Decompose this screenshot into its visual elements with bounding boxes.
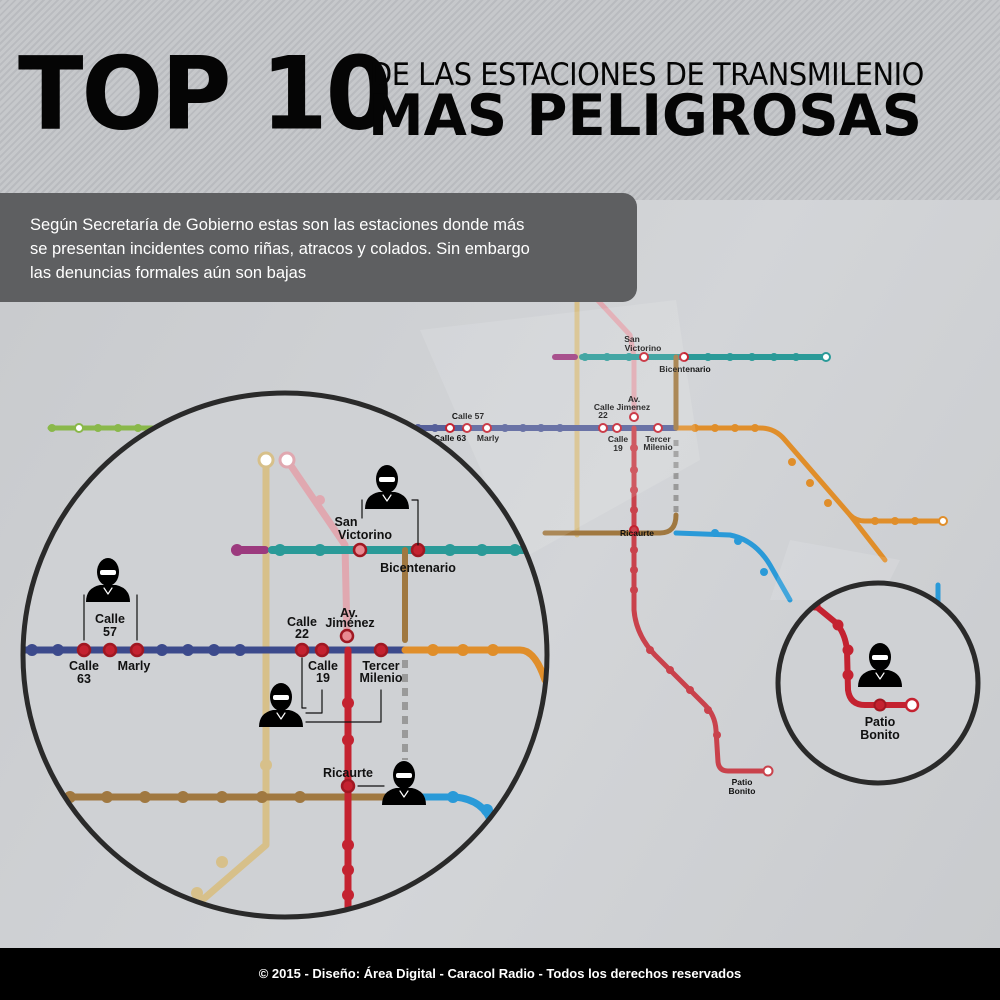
line-pink [588,290,637,420]
description-line: las denuncias formales aún son bajas [30,264,307,282]
line-orange-branch [847,512,888,563]
label-calle-22-2: 22 [295,627,309,641]
label-tercer: Tercer [362,659,399,673]
small-labels: San Victorino Bicentenario Av. Calle Jim… [434,334,756,796]
zoom-circle-center: San Victorino Bicentenario Calle 57 Call… [20,390,550,920]
title-main: MAS PELIGROSAS [368,83,923,149]
title-subtitle: DE LAS ESTACIONES DE TRANSMILENIO [370,57,924,93]
line-brown-2 [542,512,679,536]
label-small-bicentenario: Bicentenario [659,364,711,374]
label-calle-19-2: 19 [316,671,330,685]
label-san-victorino-2: Victorino [338,528,392,542]
header-banner [0,0,1000,200]
description-line: Según Secretaría de Gobierno estas son l… [30,216,525,234]
label-bonito: Bonito [860,728,900,742]
label-small-calle-19-1: Calle [608,434,629,444]
label-calle-63-2: 63 [77,672,91,686]
big-labels: San Victorino Bicentenario Calle 57 Call… [69,515,456,780]
small-map: San Victorino Bicentenario Av. Calle Jim… [47,288,948,796]
label-small-milenio: Milenio [643,442,672,452]
label-calle-57-1: Calle [95,612,125,626]
label-marly: Marly [118,659,151,673]
line-red [631,425,771,774]
label-ricaurte: Ricaurte [323,766,373,780]
label-calle-19-1: Calle [308,659,338,673]
label-small-calle-63: Calle 63 [434,433,466,443]
description-line: se presentan incidentes como riñas, atra… [30,240,530,258]
description-box: Según Secretaría de Gobierno estas son l… [0,193,637,302]
label-bicentenario: Bicentenario [380,561,456,575]
label-small-san-victorino-1: San [624,334,640,344]
line-orange [401,646,547,684]
label-small-patio: Patio [732,777,753,787]
label-calle-57-2: 57 [103,625,117,639]
label-small-san-victorino-2: Victorino [625,343,662,353]
label-small-marly: Marly [477,433,499,443]
label-small-calle-57: Calle 57 [452,411,484,421]
line-orange [673,425,946,524]
label-jimenez: Jiménez [325,616,374,630]
label-small-bonito: Bonito [729,786,756,796]
label-av: Av. [340,606,358,620]
title-top10: TOP 10 [18,35,392,153]
label-milenio: Milenio [359,671,402,685]
label-calle-63-1: Calle [69,659,99,673]
footer-credits: © 2015 - Diseño: Área Digital - Caracol … [0,948,1000,1000]
label-calle-22-1: Calle [287,615,317,629]
line-pink [283,456,351,640]
line-lightblue [673,530,793,603]
zoom-cone [420,300,700,560]
label-small-av: Av. [628,394,640,404]
label-patio: Patio [865,715,896,729]
small-stations [48,288,948,777]
label-small-22: 22 [598,410,608,420]
label-small-tercer: Tercer [645,434,671,444]
label-small-ricaurte: Ricaurte [620,528,654,538]
zoom-circle-patio-bonito: Patio Bonito [775,580,981,786]
label-small-calle-jimenez: Calle Jimenez [594,402,650,412]
label-san-victorino-1: San [335,515,358,529]
line-tan [181,456,270,917]
label-small-calle-19-2: 19 [613,443,623,453]
